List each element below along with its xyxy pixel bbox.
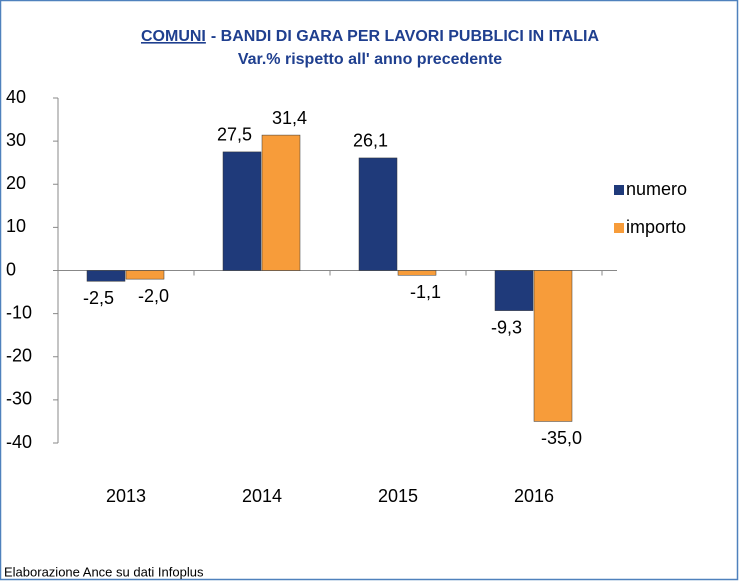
source-note: Elaborazione Ance su dati Infoplus	[4, 564, 204, 579]
bar	[494, 270, 534, 311]
value-label: 26,1	[353, 131, 388, 151]
value-label: -35,0	[541, 428, 582, 448]
bar	[261, 134, 301, 271]
value-label: -1,1	[410, 282, 441, 302]
y-tick-label: -40	[6, 432, 32, 452]
legend-label: numero	[626, 179, 687, 199]
y-tick-label: 0	[6, 259, 16, 279]
bar	[86, 270, 126, 282]
x-tick-label: 2013	[106, 486, 146, 506]
y-tick-label: 20	[6, 173, 26, 193]
value-label: 31,4	[272, 108, 307, 128]
bar	[125, 270, 165, 280]
y-tick-label: 10	[6, 216, 26, 236]
title-rest: - BANDI DI GARA PER LAVORI PUBBLICI IN I…	[211, 28, 600, 45]
value-label: -2,5	[83, 288, 114, 308]
y-tick-label: 40	[6, 87, 26, 107]
title-underlined: COMUNI	[141, 28, 206, 45]
legend-label: importo	[626, 217, 686, 237]
value-label: 27,5	[217, 125, 252, 145]
bar	[533, 270, 573, 422]
y-tick-label: -30	[6, 389, 32, 409]
y-tick-label: -10	[6, 302, 32, 322]
y-tick-label: 30	[6, 130, 26, 150]
x-tick-label: 2015	[378, 486, 418, 506]
value-label: -9,3	[491, 317, 522, 337]
chart-title: COMUNI - BANDI DI GARA PER LAVORI PUBBLIC…	[141, 28, 599, 45]
bar	[222, 151, 262, 271]
chart-subtitle: Var.% rispetto all' anno precedente	[238, 51, 502, 68]
value-label: -2,0	[138, 286, 169, 306]
x-tick-label: 2016	[514, 486, 554, 506]
legend-swatch	[614, 223, 624, 233]
x-tick-label: 2014	[242, 486, 282, 506]
legend-swatch	[614, 185, 624, 195]
bar	[358, 157, 398, 271]
bar	[397, 270, 437, 276]
y-tick-label: -20	[6, 346, 32, 366]
